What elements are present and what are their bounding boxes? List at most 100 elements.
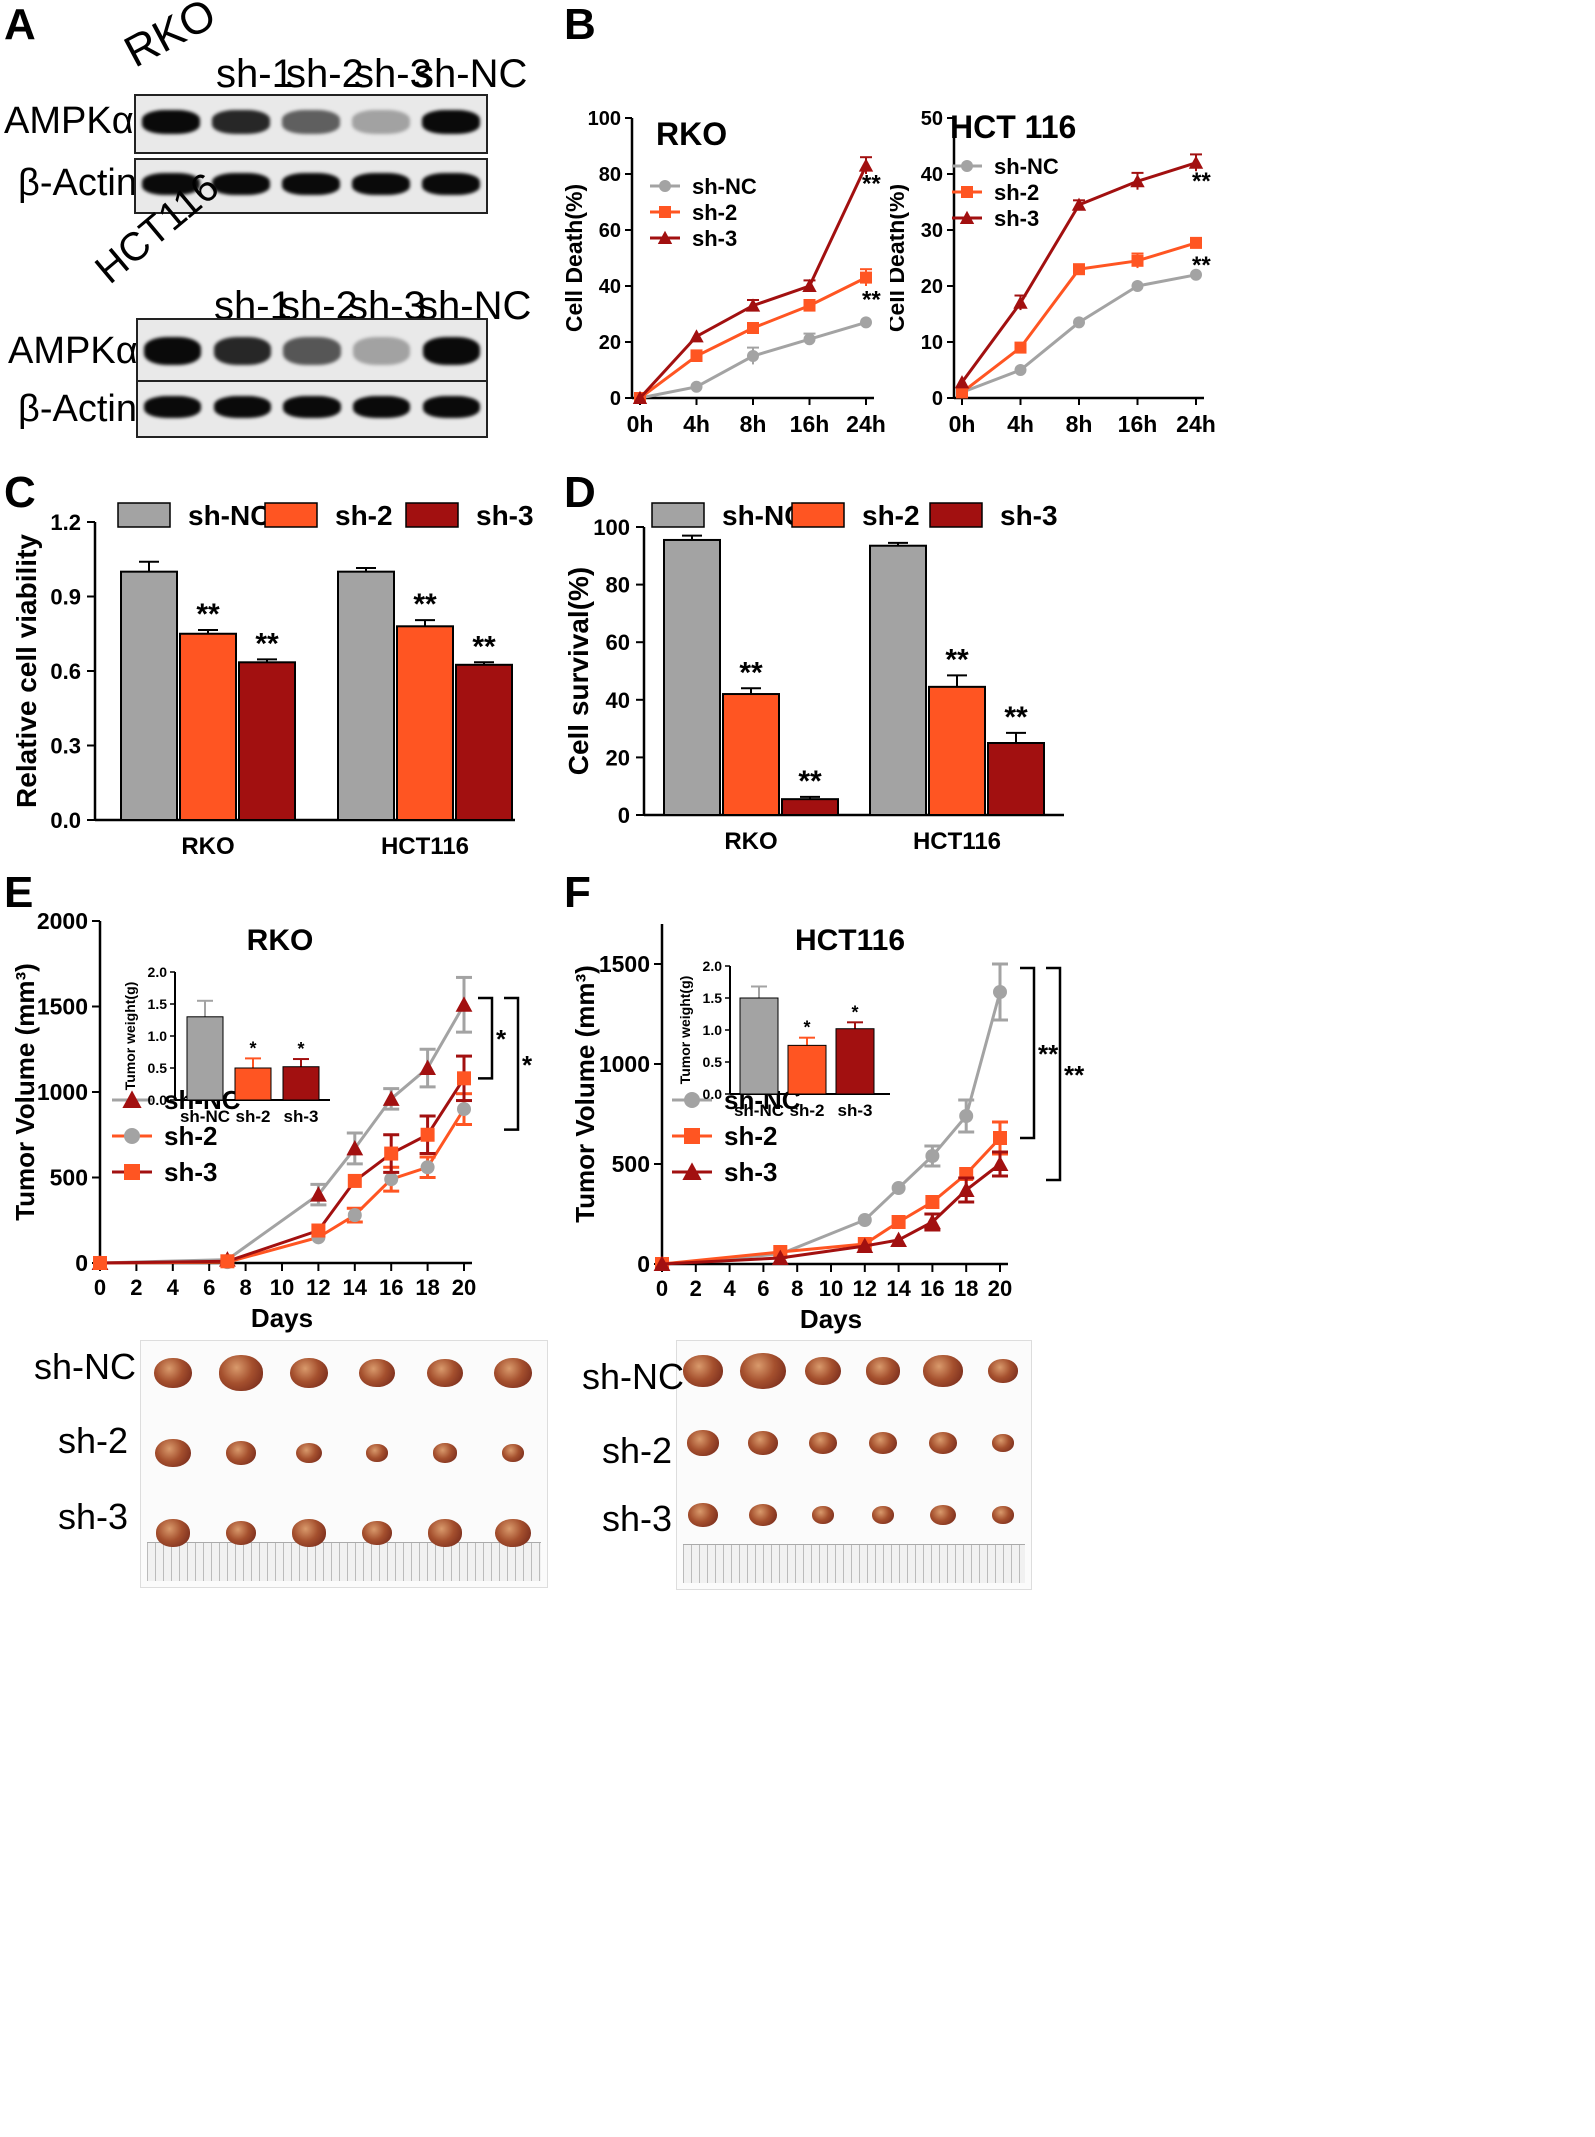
y-tick-label: 0.3 [50,734,81,759]
tumor-specimen [428,1519,462,1547]
blot-band [283,337,341,365]
data-point [1014,341,1027,354]
chart-relative-viability: 0.0 0.3 0.6 0.9 1.2 Relative cell viability **… [11,500,534,860]
x-tick-label: 12 [853,1276,877,1301]
data-point [124,1128,140,1144]
blot-band [422,395,480,419]
x-tick-label: RKO [724,828,777,855]
panel-letter-a: A [4,0,36,49]
tumor-specimen [290,1357,328,1389]
y-tick-label: 0 [75,1250,88,1276]
y-axis-label: Cell survival(%) [563,567,594,776]
tumor-photo-hct116 [676,1340,1032,1590]
x-tick-label: 6 [203,1275,215,1300]
legend-label: sh-NC [994,154,1059,179]
significance-mark: ** [255,627,279,660]
inset-x-tick-label: sh-3 [838,1101,873,1120]
data-point [924,1213,941,1229]
significance-mark: ** [862,171,881,198]
tumor-specimen [687,1430,719,1456]
y-axis-label: Tumor Volume (mm³) [10,963,40,1221]
data-point [124,1164,140,1180]
data-point [1073,316,1085,329]
blot-band [144,395,202,419]
data-point [925,1149,940,1163]
data-point [1071,197,1087,211]
data-point [684,1092,700,1108]
tumor-specimen [992,1506,1014,1524]
tumor-specimen [866,1357,900,1385]
data-point [991,1155,1009,1171]
x-tick-label: 6 [757,1276,769,1301]
bar [396,625,454,821]
significance-bracket [504,996,520,1131]
panel-letter-f: F [564,868,591,917]
blot-ampk-hct116 [136,318,488,388]
bar [179,632,237,821]
data-point [745,298,761,312]
data-point [689,329,704,343]
tumor-specimen [362,1521,392,1545]
data-point [455,996,473,1012]
inset-y-tick-label: 0.0 [703,1086,723,1102]
legend-label: sh-3 [164,1157,217,1187]
y-tick-label: 1500 [37,994,88,1020]
legend-label: sh-3 [476,500,534,531]
y-axis-label: Cell Death(%) [890,184,909,332]
y-tick-label: 1000 [599,1051,650,1077]
legend-label: sh-2 [335,500,393,531]
x-axis-label: Days [251,1303,313,1333]
legend-label: sh-2 [164,1121,217,1151]
legend-swatch [264,502,318,528]
significance-bracket [478,996,494,1080]
x-tick-label: 12 [306,1275,330,1300]
x-tick-label: HCT116 [913,828,1001,855]
blot-band [212,110,270,134]
photo-row-label: sh-3 [602,1498,673,1539]
x-tick-label: 4h [683,411,710,437]
photo-row-label: sh-3 [58,1496,129,1537]
inset-x-tick-label: sh-2 [236,1107,271,1126]
blot-band [352,110,410,134]
data-point [690,380,703,393]
data-point [384,1172,399,1187]
tumor-specimen [502,1444,524,1462]
x-tick-label: 0 [94,1275,106,1300]
blot-band [282,173,340,195]
inset-y-tick-label: 1.0 [148,1028,168,1044]
chart-title: RKO [247,924,314,957]
tumor-specimen [740,1352,786,1390]
y-axis-label: Relative cell viability [11,534,42,808]
legend-label: sh-2 [994,180,1039,205]
data-point [653,1255,671,1271]
lane-label: sh-1 [216,52,294,96]
legend-swatch [929,502,983,528]
data-point [657,230,673,244]
data-point [993,1131,1007,1145]
y-tick-label: 80 [606,573,630,598]
significance-mark: ** [798,765,822,798]
legend-swatch [651,502,705,528]
data-point [856,1237,874,1253]
x-tick-label: 16 [379,1275,403,1300]
tumor-specimen [494,1357,532,1389]
x-tick-label: 4 [167,1275,180,1300]
blot-band [282,110,340,134]
chart-title: HCT 116 [950,109,1076,145]
data-point [925,1195,940,1209]
bar [722,693,780,816]
inset-significance-mark: * [851,1002,858,1022]
photo-row-label: sh-NC [582,1356,685,1397]
data-point [1188,155,1204,169]
y-tick-label: 40 [599,276,621,298]
data-point [632,390,648,404]
significance-mark: * [496,1024,507,1054]
data-point [659,206,671,218]
tumor-specimen [433,1443,457,1463]
row-label: AMPKα1 [4,100,155,142]
y-axis-label: Tumor Volume (mm³) [570,965,600,1223]
chart-hct116-cell-death: 0 10 20 30 40 50 0h 4h 8h 16h 24h Cell Death(%) HCT … [890,108,1216,437]
y-tick-label: 100 [593,515,630,540]
panel-letter-b: B [564,0,596,49]
blot-ampk-rko [134,94,488,154]
